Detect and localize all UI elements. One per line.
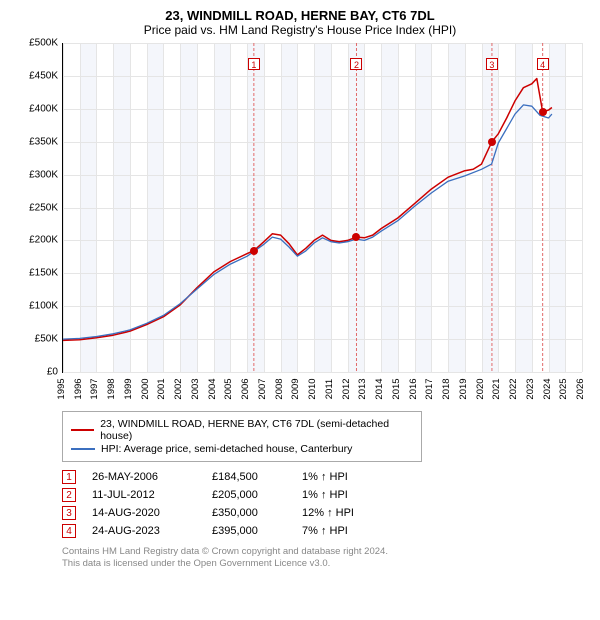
y-tick-label: £100K	[29, 301, 58, 312]
event-marker-number: 3	[62, 506, 76, 520]
x-tick-label: 2005	[223, 378, 234, 399]
events-table: 1 26-MAY-2006£184,5001% ↑ HPI 2 11-JUL-2012…	[62, 470, 588, 538]
chart-area: £0 £50K £100K £150K £200K £250K £300K £350K £400…	[12, 43, 588, 403]
marker-label: 2	[350, 58, 362, 70]
event-marker-number: 4	[62, 524, 76, 538]
x-tick-label: 2001	[156, 378, 167, 399]
x-tick-label: 2016	[408, 378, 419, 399]
event-pct: 12% ↑ HPI	[302, 507, 412, 519]
x-tick-label: 2025	[558, 378, 569, 399]
x-tick-label: 2013	[357, 378, 368, 399]
x-tick-label: 1999	[123, 378, 134, 399]
event-row: 3 14-AUG-2020£350,00012% ↑ HPI	[62, 506, 588, 520]
event-row: 1 26-MAY-2006£184,5001% ↑ HPI	[62, 470, 588, 484]
x-tick-label: 2007	[257, 378, 268, 399]
footnote: Contains HM Land Registry data © Crown c…	[62, 546, 588, 571]
x-tick-label: 1996	[73, 378, 84, 399]
y-tick-label: £500K	[29, 38, 58, 49]
y-tick-label: £350K	[29, 136, 58, 147]
event-date: 24-AUG-2023	[92, 525, 212, 537]
legend-label: 23, WINDMILL ROAD, HERNE BAY, CT6 7DL (s…	[100, 418, 413, 442]
x-tick-label: 2024	[542, 378, 553, 399]
event-price: £395,000	[212, 525, 302, 537]
y-tick-label: £450K	[29, 70, 58, 81]
event-date: 14-AUG-2020	[92, 507, 212, 519]
gridline-v	[582, 43, 583, 372]
page-title: 23, WINDMILL ROAD, HERNE BAY, CT6 7DL	[12, 8, 588, 23]
event-row: 4 24-AUG-2023£395,0007% ↑ HPI	[62, 524, 588, 538]
footnote-line: Contains HM Land Registry data © Crown c…	[62, 546, 588, 558]
legend-item: 23, WINDMILL ROAD, HERNE BAY, CT6 7DL (s…	[71, 418, 413, 442]
x-tick-label: 2019	[458, 378, 469, 399]
marker-label: 1	[248, 58, 260, 70]
x-tick-label: 2018	[441, 378, 452, 399]
legend-swatch	[71, 448, 95, 450]
event-pct: 1% ↑ HPI	[302, 471, 412, 483]
y-tick-label: £300K	[29, 169, 58, 180]
event-price: £184,500	[212, 471, 302, 483]
y-tick-label: £250K	[29, 202, 58, 213]
event-marker-number: 2	[62, 488, 76, 502]
legend-item: HPI: Average price, semi-detached house,…	[71, 443, 413, 455]
y-tick-label: £50K	[35, 334, 58, 345]
series-line	[63, 105, 552, 339]
marker-dot	[250, 247, 258, 255]
marker-dot	[488, 138, 496, 146]
plot-area: 1 2 3 4	[62, 43, 582, 373]
x-tick-label: 2006	[240, 378, 251, 399]
x-tick-label: 2002	[173, 378, 184, 399]
event-pct: 7% ↑ HPI	[302, 525, 412, 537]
x-tick-label: 1998	[106, 378, 117, 399]
x-tick-label: 2014	[374, 378, 385, 399]
series-line	[63, 79, 552, 341]
x-tick-label: 2003	[190, 378, 201, 399]
x-tick-label: 2010	[307, 378, 318, 399]
event-price: £205,000	[212, 489, 302, 501]
x-tick-label: 1997	[89, 378, 100, 399]
event-date: 26-MAY-2006	[92, 471, 212, 483]
y-axis: £0£50K£100K£150K£200K£250K£300K£350K£400…	[12, 43, 60, 373]
y-tick-label: £400K	[29, 103, 58, 114]
event-marker-number: 1	[62, 470, 76, 484]
marker-label: 3	[486, 58, 498, 70]
legend-swatch	[71, 429, 94, 431]
x-tick-label: 2023	[525, 378, 536, 399]
footnote-line: This data is licensed under the Open Gov…	[62, 558, 588, 570]
y-tick-label: £200K	[29, 235, 58, 246]
marker-dot	[539, 108, 547, 116]
x-tick-label: 2008	[274, 378, 285, 399]
x-tick-label: 1995	[56, 378, 67, 399]
y-tick-label: £0	[47, 367, 58, 378]
event-date: 11-JUL-2012	[92, 489, 212, 501]
x-tick-label: 2012	[341, 378, 352, 399]
legend-label: HPI: Average price, semi-detached house,…	[101, 443, 352, 455]
marker-label: 4	[537, 58, 549, 70]
page-subtitle: Price paid vs. HM Land Registry's House …	[12, 23, 588, 37]
event-row: 2 11-JUL-2012£205,0001% ↑ HPI	[62, 488, 588, 502]
x-tick-label: 2011	[324, 379, 335, 399]
x-tick-label: 2004	[207, 378, 218, 399]
x-tick-label: 2015	[391, 378, 402, 399]
chart-svg	[63, 43, 582, 372]
event-pct: 1% ↑ HPI	[302, 489, 412, 501]
x-tick-label: 2022	[508, 378, 519, 399]
y-tick-label: £150K	[29, 268, 58, 279]
x-tick-label: 2000	[140, 378, 151, 399]
x-axis: 1995199619971998199920002001200220032004…	[62, 373, 582, 403]
marker-dot	[352, 233, 360, 241]
legend: 23, WINDMILL ROAD, HERNE BAY, CT6 7DL (s…	[62, 411, 422, 462]
x-tick-label: 2026	[575, 378, 586, 399]
x-tick-label: 2020	[475, 378, 486, 399]
chart-container: 23, WINDMILL ROAD, HERNE BAY, CT6 7DL Pr…	[0, 0, 600, 579]
x-tick-label: 2009	[290, 378, 301, 399]
x-tick-label: 2017	[424, 378, 435, 399]
event-price: £350,000	[212, 507, 302, 519]
x-tick-label: 2021	[491, 378, 502, 399]
